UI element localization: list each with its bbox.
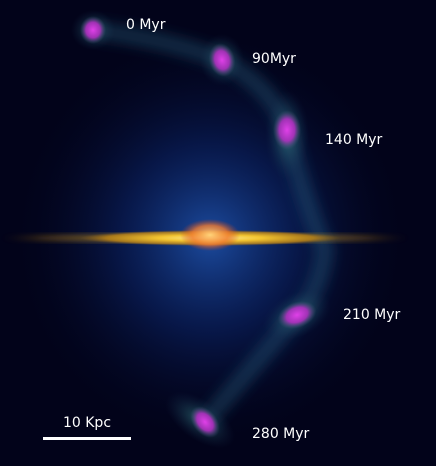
time-label: 0 Myr [126,17,166,33]
satellite-snapshots [71,10,331,449]
time-label: 280 Myr [252,426,310,442]
scale-bar [43,437,131,440]
satellite [208,43,236,77]
satellite [190,406,220,438]
time-label: 90Myr [252,51,296,67]
time-label: 140 Myr [325,132,383,148]
scale-label: 10 Kpc [63,415,111,431]
satellite [277,300,317,330]
satellite [80,16,106,44]
time-label: 210 Myr [343,307,401,323]
galaxy-bulge [180,219,240,251]
satellite [273,110,301,150]
